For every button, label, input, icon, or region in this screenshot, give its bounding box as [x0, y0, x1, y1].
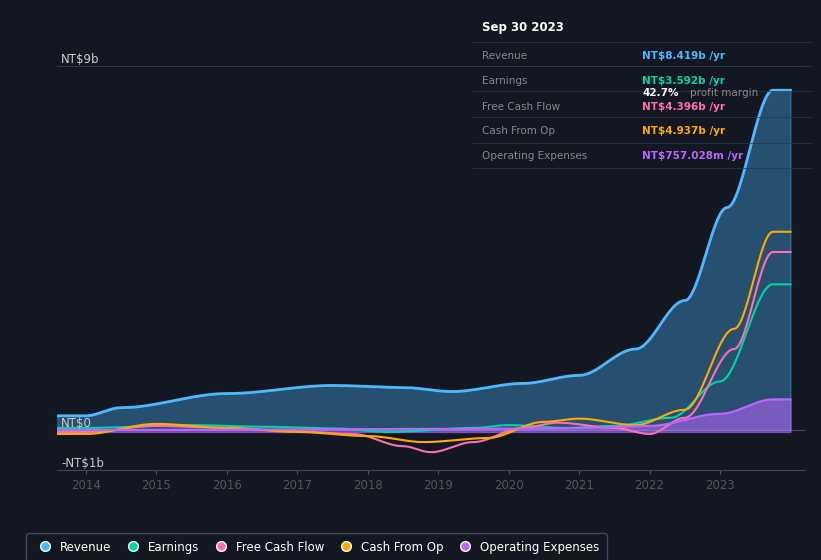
- Text: Earnings: Earnings: [482, 76, 528, 86]
- Text: NT$4.937b /yr: NT$4.937b /yr: [643, 126, 726, 136]
- Text: NT$8.419b /yr: NT$8.419b /yr: [643, 50, 726, 60]
- Text: Operating Expenses: Operating Expenses: [482, 151, 588, 161]
- Text: NT$9b: NT$9b: [61, 53, 99, 66]
- Text: Revenue: Revenue: [482, 50, 527, 60]
- Legend: Revenue, Earnings, Free Cash Flow, Cash From Op, Operating Expenses: Revenue, Earnings, Free Cash Flow, Cash …: [26, 534, 607, 560]
- Text: Cash From Op: Cash From Op: [482, 126, 555, 136]
- Text: Free Cash Flow: Free Cash Flow: [482, 102, 561, 112]
- Text: profit margin: profit margin: [690, 88, 759, 98]
- Text: NT$4.396b /yr: NT$4.396b /yr: [643, 102, 726, 112]
- Text: NT$757.028m /yr: NT$757.028m /yr: [643, 151, 744, 161]
- Text: NT$3.592b /yr: NT$3.592b /yr: [643, 76, 725, 86]
- Text: Sep 30 2023: Sep 30 2023: [482, 21, 564, 35]
- Text: -NT$1b: -NT$1b: [61, 458, 104, 470]
- Text: NT$0: NT$0: [61, 417, 92, 430]
- Text: 42.7%: 42.7%: [643, 88, 679, 98]
